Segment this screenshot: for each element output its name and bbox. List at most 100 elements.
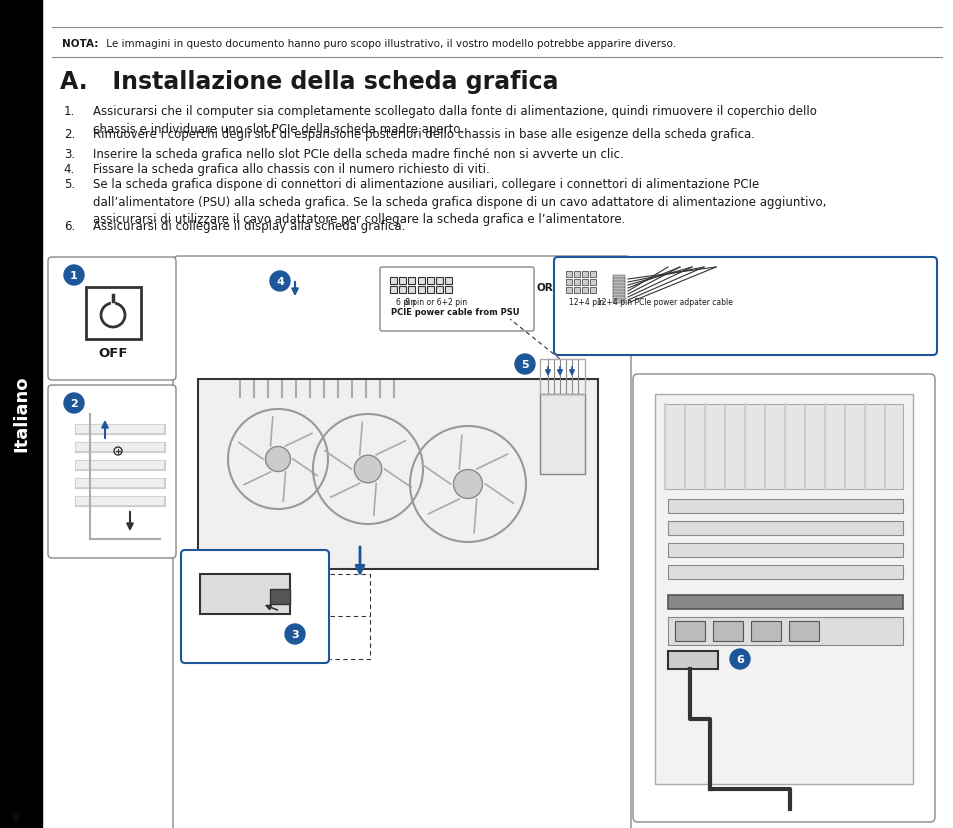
- Bar: [613, 279, 624, 282]
- Bar: [664, 405, 902, 489]
- Bar: [427, 277, 434, 285]
- Bar: [667, 651, 718, 669]
- Text: Inserire la scheda grafica nello slot PCIe della scheda madre finché non si avve: Inserire la scheda grafica nello slot PC…: [92, 148, 623, 161]
- FancyBboxPatch shape: [172, 257, 630, 828]
- Text: 8 pin or 6+2 pin: 8 pin or 6+2 pin: [404, 297, 467, 306]
- Bar: [581, 287, 587, 294]
- Bar: [200, 575, 290, 614]
- Text: 2: 2: [71, 398, 78, 408]
- FancyBboxPatch shape: [633, 374, 934, 822]
- Bar: [613, 282, 624, 286]
- Bar: [444, 277, 452, 285]
- Bar: [444, 286, 452, 294]
- Bar: [667, 543, 902, 557]
- FancyBboxPatch shape: [379, 267, 534, 331]
- Bar: [581, 280, 587, 286]
- Text: OFF: OFF: [98, 347, 128, 359]
- Text: 12+4 pin PCIe power adpater cable: 12+4 pin PCIe power adpater cable: [597, 297, 732, 306]
- Text: Fissare la scheda grafica allo chassis con il numero richiesto di viti.: Fissare la scheda grafica allo chassis c…: [92, 163, 489, 176]
- Bar: [589, 272, 596, 277]
- Text: 12+4 pin: 12+4 pin: [569, 297, 604, 306]
- Bar: [427, 286, 434, 294]
- Bar: [565, 280, 572, 286]
- Text: 1: 1: [71, 271, 78, 281]
- Bar: [390, 286, 396, 294]
- Bar: [613, 294, 624, 297]
- Text: Assicurarsi di collegare il display alla scheda grafica.: Assicurarsi di collegare il display alla…: [92, 219, 405, 233]
- FancyBboxPatch shape: [181, 551, 329, 663]
- Bar: [750, 621, 781, 641]
- Text: Le immagini in questo documento hanno puro scopo illustrativo, il vostro modello: Le immagini in questo documento hanno pu…: [103, 39, 676, 49]
- Bar: [0, 0, 42, 828]
- Text: A.   Installazione della scheda grafica: A. Installazione della scheda grafica: [60, 70, 558, 94]
- Bar: [574, 287, 579, 294]
- Circle shape: [354, 455, 381, 484]
- Circle shape: [729, 649, 749, 669]
- Bar: [667, 566, 902, 580]
- Text: Rimuovere i coperchi degli slot di espansione posteriori dello chassis in base a: Rimuovere i coperchi degli slot di espan…: [92, 128, 754, 141]
- Bar: [613, 291, 624, 295]
- FancyBboxPatch shape: [48, 386, 175, 558]
- Text: 5: 5: [520, 359, 528, 369]
- Bar: [581, 272, 587, 277]
- Bar: [390, 277, 396, 285]
- Bar: [436, 286, 442, 294]
- Bar: [398, 277, 406, 285]
- Bar: [86, 287, 141, 339]
- FancyBboxPatch shape: [198, 379, 598, 570]
- Bar: [667, 499, 902, 513]
- Bar: [417, 277, 424, 285]
- Text: 6.: 6.: [64, 219, 75, 233]
- Text: Italiano: Italiano: [12, 375, 30, 452]
- Text: 4: 4: [275, 277, 284, 286]
- Bar: [408, 286, 415, 294]
- Text: PCIE power cable from PSU: PCIE power cable from PSU: [391, 308, 518, 316]
- Bar: [565, 287, 572, 294]
- Bar: [436, 277, 442, 285]
- Text: 3: 3: [291, 629, 298, 639]
- Bar: [613, 300, 624, 304]
- Bar: [270, 590, 290, 604]
- Text: 6: 6: [736, 654, 743, 664]
- Bar: [712, 621, 742, 641]
- Text: 5.: 5.: [64, 178, 75, 190]
- Bar: [613, 296, 624, 301]
- Bar: [565, 272, 572, 277]
- Bar: [655, 394, 912, 784]
- Text: 4.: 4.: [64, 163, 75, 176]
- Text: NOTA:: NOTA:: [62, 39, 98, 49]
- Bar: [667, 522, 902, 536]
- Text: 2.: 2.: [64, 128, 75, 141]
- FancyBboxPatch shape: [48, 258, 175, 381]
- Circle shape: [453, 470, 482, 499]
- Text: Se la scheda grafica dispone di connettori di alimentazione ausiliari, collegare: Se la scheda grafica dispone di connetto…: [92, 178, 825, 226]
- Text: 3.: 3.: [64, 148, 75, 161]
- Bar: [574, 280, 579, 286]
- Bar: [613, 287, 624, 291]
- Circle shape: [285, 624, 305, 644]
- Text: 8: 8: [11, 811, 19, 824]
- Bar: [398, 286, 406, 294]
- Bar: [417, 286, 424, 294]
- Bar: [589, 287, 596, 294]
- Circle shape: [64, 266, 84, 286]
- Text: Assicurarsi che il computer sia completamente scollegato dalla fonte di alimenta: Assicurarsi che il computer sia completa…: [92, 105, 816, 135]
- Bar: [675, 621, 704, 641]
- Text: OR: OR: [536, 282, 553, 292]
- Bar: [589, 280, 596, 286]
- Bar: [539, 394, 584, 474]
- Bar: [667, 617, 902, 645]
- Bar: [788, 621, 818, 641]
- Circle shape: [515, 354, 535, 374]
- Bar: [613, 285, 624, 289]
- Bar: [408, 277, 415, 285]
- Circle shape: [64, 393, 84, 413]
- Text: 6 pin: 6 pin: [395, 297, 416, 306]
- Bar: [613, 276, 624, 280]
- FancyBboxPatch shape: [554, 258, 936, 355]
- Circle shape: [270, 272, 290, 291]
- Bar: [574, 272, 579, 277]
- Bar: [667, 595, 902, 609]
- Text: 1.: 1.: [64, 105, 75, 118]
- Circle shape: [265, 447, 291, 472]
